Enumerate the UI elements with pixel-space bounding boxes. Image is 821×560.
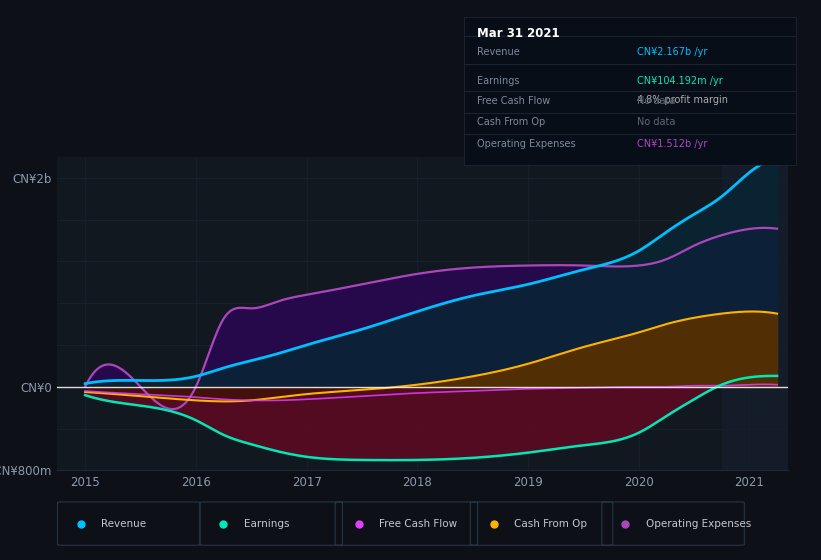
Text: Earnings: Earnings bbox=[244, 519, 289, 529]
Text: Earnings: Earnings bbox=[477, 76, 520, 86]
Text: No data: No data bbox=[637, 117, 675, 127]
Text: Mar 31 2021: Mar 31 2021 bbox=[477, 27, 560, 40]
Text: CN¥104.192m /yr: CN¥104.192m /yr bbox=[637, 76, 722, 86]
Text: Cash From Op: Cash From Op bbox=[514, 519, 587, 529]
Text: 4.8% profit margin: 4.8% profit margin bbox=[637, 95, 727, 105]
Text: Revenue: Revenue bbox=[101, 519, 146, 529]
Text: CN¥1.512b /yr: CN¥1.512b /yr bbox=[637, 139, 707, 150]
Text: Operating Expenses: Operating Expenses bbox=[477, 139, 576, 150]
Text: No data: No data bbox=[637, 96, 675, 106]
Text: CN¥2.167b /yr: CN¥2.167b /yr bbox=[637, 48, 707, 58]
Text: Revenue: Revenue bbox=[477, 48, 520, 58]
Text: Cash From Op: Cash From Op bbox=[477, 117, 545, 127]
Text: Free Cash Flow: Free Cash Flow bbox=[379, 519, 457, 529]
Text: Free Cash Flow: Free Cash Flow bbox=[477, 96, 550, 106]
Bar bbox=[722, 157, 788, 470]
Text: Operating Expenses: Operating Expenses bbox=[645, 519, 751, 529]
